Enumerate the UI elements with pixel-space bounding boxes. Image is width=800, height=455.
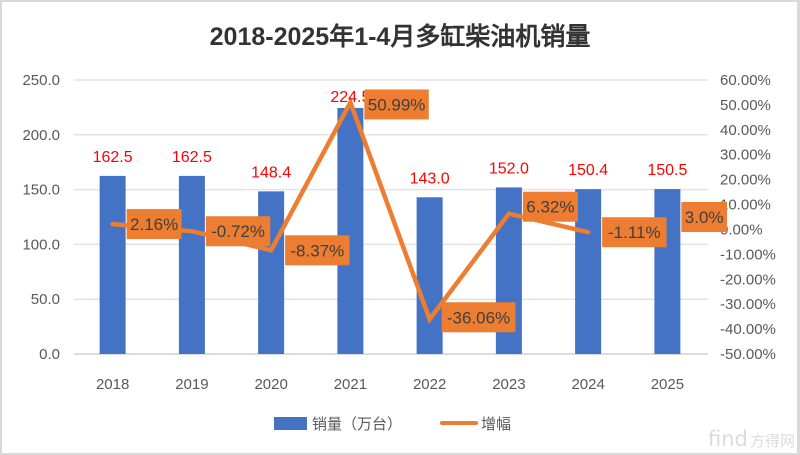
growth-label-text: 50.99% — [368, 95, 426, 114]
bar-value-label: 224.5 — [330, 89, 370, 106]
x-tick-label: 2023 — [492, 376, 525, 393]
growth-label-box — [441, 302, 516, 333]
line-series — [110, 96, 591, 324]
growth-label-text: -36.06% — [447, 308, 510, 327]
growth-label-box — [285, 235, 350, 266]
watermark: find 方得网 — [708, 427, 795, 451]
right-axis: -50.00% -40.00% -30.00% -20.00% -10.00% 0.00%… — [720, 72, 776, 363]
growth-data-label: 6.32% — [522, 191, 578, 222]
bar-value-label: 162.5 — [93, 149, 133, 166]
right-tick-label: -10.00% — [720, 246, 776, 263]
right-tick-label: 20.00% — [720, 172, 771, 189]
chart-title: 2018-2025年1-4月多缸柴油机销量 — [210, 22, 591, 51]
x-tick-label: 2018 — [96, 376, 129, 393]
x-tick-label: 2024 — [571, 376, 604, 393]
watermark-latin: find — [708, 427, 748, 451]
bar — [654, 189, 681, 354]
growth-label-box — [602, 217, 667, 248]
left-tick-label: 0.0 — [39, 346, 60, 363]
growth-label-text: -1.11% — [608, 223, 661, 242]
bar-value-label: 152.0 — [489, 160, 529, 177]
bar-value-label: 150.5 — [647, 162, 687, 179]
growth-label-box — [681, 201, 727, 232]
x-tick-label: 2019 — [175, 376, 208, 393]
left-tick-label: 50.0 — [31, 291, 60, 308]
bar — [575, 189, 602, 354]
bar-value-label: 148.4 — [251, 164, 291, 181]
growth-label-box — [205, 216, 271, 247]
left-tick-label: 200.0 — [22, 127, 60, 144]
right-tick-label: 30.00% — [720, 147, 771, 164]
growth-label-text: 3.0% — [685, 208, 724, 227]
legend-swatch-sales — [274, 417, 307, 430]
bar-value-label: 162.5 — [172, 149, 212, 166]
legend: 销量（万台） 增幅 — [274, 415, 511, 433]
left-tick-label: 150.0 — [22, 182, 60, 199]
right-tick-label: 10.00% — [720, 197, 771, 214]
growth-label-text: -0.72% — [211, 222, 265, 241]
growth-label-box — [364, 89, 429, 120]
watermark-cn: 方得网 — [750, 432, 795, 450]
growth-label-text: 6.32% — [526, 198, 574, 217]
right-tick-label: -40.00% — [720, 321, 776, 338]
growth-label-box — [126, 209, 182, 240]
growth-label-text: 2.16% — [130, 215, 178, 234]
growth-data-label: 2.16% — [126, 209, 182, 240]
bar — [178, 175, 205, 354]
bar-value-label: 150.4 — [568, 162, 608, 179]
left-tick-label: 250.0 — [22, 72, 60, 89]
right-tick-label: 0.00% — [720, 221, 763, 238]
growth-data-label: -36.06% — [441, 302, 516, 333]
right-tick-label: 50.00% — [720, 97, 771, 114]
x-tick-label: 2022 — [413, 376, 446, 393]
left-tick-label: 100.0 — [22, 236, 60, 253]
bar-value-label: 143.0 — [410, 170, 450, 187]
growth-data-label: -1.11% — [602, 217, 667, 248]
x-tick-label: 2020 — [254, 376, 287, 393]
x-tick-label: 2025 — [651, 376, 684, 393]
left-axis: 0.0 50.0 100.0 150.0 200.0 250.0 — [22, 72, 60, 363]
bar — [337, 107, 364, 354]
legend-label-growth: 增幅 — [481, 415, 511, 433]
bar — [416, 197, 443, 354]
growth-data-label: -8.37% — [285, 235, 350, 266]
growth-data-label: -0.72% — [205, 216, 271, 247]
bar — [99, 175, 126, 354]
growth-label-box — [522, 191, 578, 222]
bar-data-labels: 162.5 162.5 148.4 224.5 143.0 152.0 150.4 150.5 — [93, 89, 688, 187]
growth-label-text: -8.37% — [290, 241, 344, 260]
right-tick-label: 60.00% — [720, 72, 771, 89]
right-tick-label: -50.00% — [720, 346, 776, 363]
right-tick-label: 40.00% — [720, 122, 771, 139]
line-data-labels: 2.16% -0.72% -8.37% 50.99% -36.06% 6.32% -1.11… — [126, 89, 727, 333]
x-tick-label: 2021 — [334, 376, 367, 393]
growth-data-label: 50.99% — [364, 89, 429, 120]
bar — [258, 191, 285, 354]
right-tick-label: -20.00% — [720, 271, 776, 288]
x-axis: 2018 2019 2020 2021 2022 2023 2024 2025 — [96, 376, 684, 393]
growth-data-label: 3.0% — [681, 201, 727, 232]
legend-label-sales: 销量（万台） — [312, 415, 402, 433]
right-tick-label: -30.00% — [720, 296, 776, 313]
